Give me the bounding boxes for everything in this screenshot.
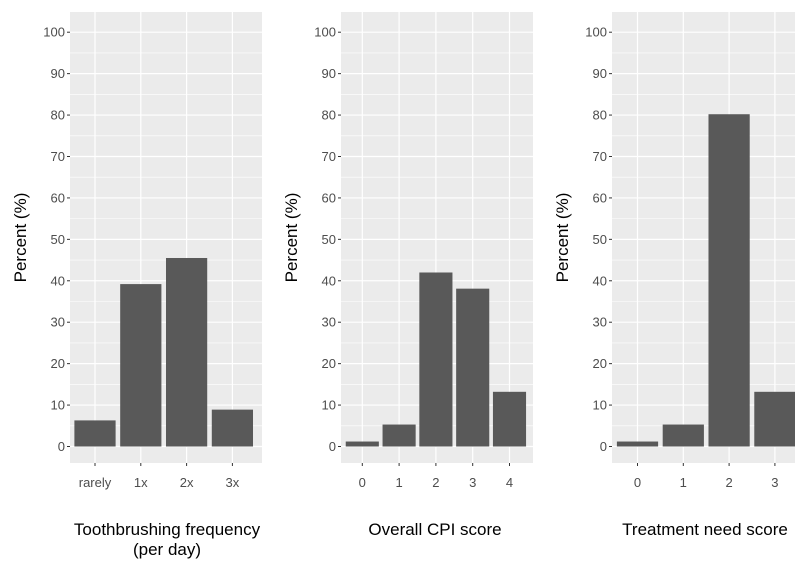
y-tick-label: 40 [593, 273, 607, 288]
y-tick-label: 0 [329, 439, 336, 454]
y-tick-label: 60 [51, 190, 65, 205]
y-tick-label: 70 [322, 149, 336, 164]
y-tick-label: 90 [51, 66, 65, 81]
x-tick-label: 1x [134, 475, 148, 490]
y-tick-label: 30 [593, 315, 607, 330]
chart-panel-3: 0 10 20 30 40 50 60 70 80 90 100 0 1 2 3 Percent (%) Tre… [553, 12, 795, 539]
y-tick-label: 100 [43, 25, 65, 40]
y-tick-label: 90 [593, 66, 607, 81]
y-tick-label: 80 [51, 108, 65, 123]
y-tick-label: 90 [322, 66, 336, 81]
x-tick-label: 2x [180, 475, 194, 490]
y-tick-label: 20 [322, 356, 336, 371]
x-tick-label: 4 [506, 475, 513, 490]
y-tick-label: 50 [322, 232, 336, 247]
y-tick-label: 60 [593, 190, 607, 205]
panel-background [612, 12, 795, 463]
y-tick-label: 100 [585, 25, 607, 40]
x-tick-label: rarely [79, 475, 112, 490]
bar-2 [708, 114, 750, 447]
bar-4 [492, 391, 527, 447]
y-tick-label: 30 [322, 315, 336, 330]
bar-0 [616, 441, 659, 447]
y-tick-label: 40 [51, 273, 65, 288]
y-tick-label: 50 [51, 232, 65, 247]
y-tick-label: 20 [51, 356, 65, 371]
y-tick-label: 80 [322, 108, 336, 123]
y-tick-label: 10 [593, 398, 607, 413]
y-tick-label: 70 [51, 149, 65, 164]
y-tick-label: 10 [51, 398, 65, 413]
y-axis-title: Percent (%) [553, 193, 572, 283]
bar-0 [345, 441, 379, 447]
bar-3x [211, 409, 254, 447]
x-axis-title: (per day) [133, 540, 201, 559]
chart-panel-1: 0 10 20 30 40 50 60 70 80 90 100 rarely 1x 2x 3x Percen… [11, 12, 262, 559]
y-axis-title: Percent (%) [282, 193, 301, 283]
chart-panel-2: 0 10 20 30 40 50 60 70 80 90 100 0 1 2 3 4 Percent (%) Ov… [282, 12, 533, 539]
y-tick-label: 0 [600, 439, 607, 454]
y-tick-label: 20 [593, 356, 607, 371]
bar-1 [662, 424, 704, 447]
x-tick-label: 0 [634, 475, 641, 490]
bar-2x [165, 257, 208, 447]
bar-3 [754, 391, 795, 447]
x-tick-label: 2 [432, 475, 439, 490]
bar-1 [382, 424, 416, 447]
y-tick-label: 100 [314, 25, 336, 40]
bar-rarely [74, 420, 116, 447]
x-tick-label: 3 [771, 475, 778, 490]
y-tick-label: 10 [322, 398, 336, 413]
y-tick-label: 0 [58, 439, 65, 454]
bar-3 [456, 288, 490, 447]
x-tick-label: 2 [725, 475, 732, 490]
bar-2 [419, 272, 453, 447]
y-tick-label: 30 [51, 315, 65, 330]
x-tick-label: 0 [359, 475, 366, 490]
x-axis-title: Treatment need score [622, 520, 788, 539]
x-axis-title: Toothbrushing frequency [74, 520, 261, 539]
x-tick-label: 3 [469, 475, 476, 490]
x-tick-label: 1 [680, 475, 687, 490]
y-tick-label: 40 [322, 273, 336, 288]
bar-1x [120, 284, 162, 447]
x-axis-title: Overall CPI score [368, 520, 501, 539]
y-tick-label: 80 [593, 108, 607, 123]
y-tick-label: 60 [322, 190, 336, 205]
x-tick-label: 1 [395, 475, 402, 490]
x-tick-label: 3x [226, 475, 240, 490]
y-axis-title: Percent (%) [11, 193, 30, 283]
y-tick-label: 70 [593, 149, 607, 164]
y-tick-label: 50 [593, 232, 607, 247]
